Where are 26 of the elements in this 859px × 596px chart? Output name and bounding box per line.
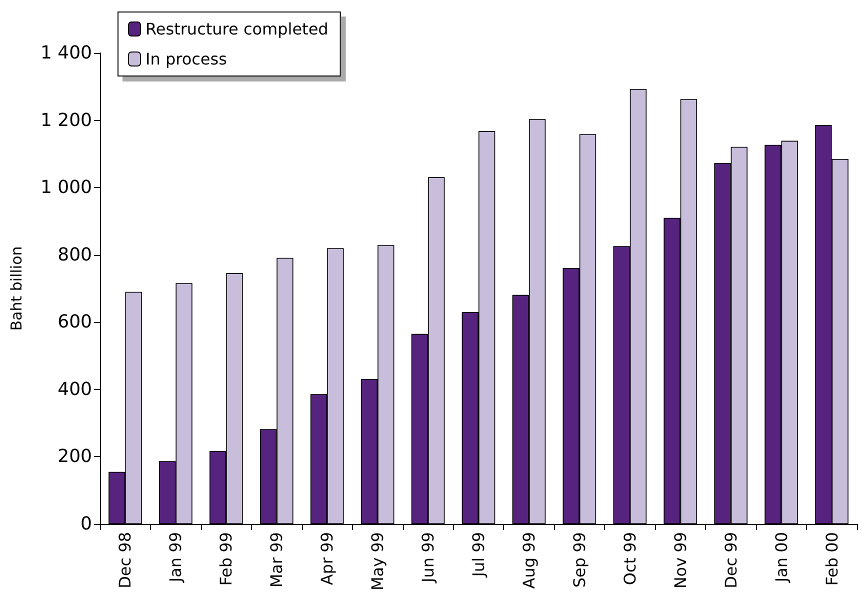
x-tick-label: Feb 99 xyxy=(216,532,236,586)
legend-label: In process xyxy=(146,50,227,68)
x-tick-label: Feb 00 xyxy=(822,532,842,586)
x-tick-label: Oct 99 xyxy=(620,532,640,586)
y-tick-label: 1 000 xyxy=(40,177,92,198)
y-tick-label: 1 400 xyxy=(40,42,92,64)
y-tick-label: 200 xyxy=(58,446,92,468)
x-tick-label: Mar 99 xyxy=(267,532,286,588)
x-tick-label: Jun 99 xyxy=(418,532,438,584)
y-tick-label: 1 200 xyxy=(40,110,92,131)
legend-label: Restructure completed xyxy=(146,20,328,38)
y-tick-label: 600 xyxy=(58,312,92,333)
x-tick-label: Apr 99 xyxy=(318,532,337,586)
x-tick-label: Aug 99 xyxy=(519,532,538,589)
y-tick-label: 400 xyxy=(58,378,92,400)
x-tick-label: Dec 98 xyxy=(116,532,135,588)
x-tick-label: Sep 99 xyxy=(570,532,589,588)
y-tick-label: 0 xyxy=(80,514,92,534)
y-axis-title: Baht billion xyxy=(8,246,26,331)
y-tick-label: 800 xyxy=(58,244,92,266)
x-tick-label: Jan 99 xyxy=(166,532,186,584)
x-tick-label: Nov 99 xyxy=(670,532,690,589)
x-tick-label: May 99 xyxy=(368,532,388,591)
x-tick-label: Jan 00 xyxy=(772,532,791,584)
x-tick-label: Jul 99 xyxy=(469,532,488,578)
x-tick-label: Dec 99 xyxy=(721,532,740,588)
